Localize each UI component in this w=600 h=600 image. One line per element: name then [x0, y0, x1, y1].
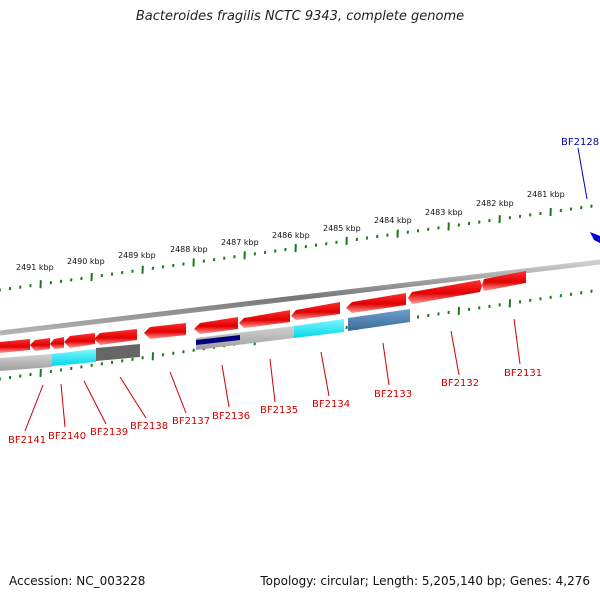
- steelblue-feature[interactable]: [348, 309, 410, 331]
- gene-arrow[interactable]: [30, 338, 50, 351]
- kbp-label: 2484 kbp: [374, 216, 412, 225]
- gene-arrow[interactable]: [291, 302, 340, 320]
- genome-backbone: [0, 259, 600, 336]
- gene-arrow[interactable]: [50, 337, 64, 349]
- gene-arrow[interactable]: [239, 310, 290, 328]
- gene-label-bf2140: BF2140: [48, 431, 86, 442]
- gene-label-bf2133: BF2133: [374, 389, 412, 400]
- navy-feature[interactable]: [196, 335, 240, 345]
- gene-label-bf2128: BF2128: [561, 137, 599, 148]
- genome-summary-text: Topology: circular; Length: 5,205,140 bp…: [260, 574, 590, 588]
- cyan-feature[interactable]: [294, 319, 344, 338]
- gene-arrow[interactable]: [0, 339, 30, 353]
- gene-arrow[interactable]: [346, 293, 406, 313]
- grey-feature[interactable]: [196, 326, 294, 350]
- dark-grey-feature[interactable]: [96, 344, 140, 361]
- gene-arrow[interactable]: [94, 329, 137, 345]
- kbp-label: 2487 kbp: [221, 238, 259, 247]
- gene-label-bf2137: BF2137: [172, 416, 210, 427]
- grey-feature[interactable]: [0, 354, 52, 371]
- kbp-label: 2490 kbp: [67, 257, 105, 266]
- gene-arrow[interactable]: [64, 333, 95, 348]
- gene-label-bf2139: BF2139: [90, 427, 128, 438]
- gene-label-bf2138: BF2138: [130, 421, 168, 432]
- forward-gene-track: [0, 271, 526, 353]
- gene-label-group: BF2131 BF2132 BF2133 BF2134 BF2135 BF213…: [8, 318, 542, 446]
- gene-label-bf2131: BF2131: [504, 368, 542, 379]
- gene-arrow[interactable]: [482, 271, 526, 291]
- kbp-label: 2485 kbp: [323, 224, 361, 233]
- feature-track: [0, 309, 410, 371]
- kbp-label: 2482 kbp: [476, 199, 514, 208]
- gene-label-bf2135: BF2135: [260, 405, 298, 416]
- kbp-label: 2486 kbp: [272, 231, 310, 240]
- gene-arrow[interactable]: [144, 323, 186, 339]
- gene-label-bf2132: BF2132: [441, 378, 479, 389]
- kbp-label: 2491 kbp: [16, 263, 54, 272]
- kbp-label: 2483 kbp: [425, 208, 463, 217]
- kbp-label: 2488 kbp: [170, 245, 208, 254]
- bf2128-marker[interactable]: [590, 232, 600, 243]
- cyan-feature[interactable]: [52, 349, 96, 366]
- gene-arrow[interactable]: [408, 280, 482, 304]
- accession-text: Accession: NC_003228: [9, 574, 146, 588]
- kbp-label: 2489 kbp: [118, 251, 156, 260]
- gene-arrow[interactable]: [194, 317, 238, 334]
- kbp-scale-ring: [0, 204, 593, 292]
- gene-label-bf2136: BF2136: [212, 411, 250, 422]
- gene-label-bf2141: BF2141: [8, 435, 46, 446]
- kbp-label: 2481 kbp: [527, 190, 565, 199]
- label-leader: [577, 147, 588, 200]
- map-title: Bacteroides fragilis NCTC 9343, complete…: [135, 9, 465, 24]
- kbp-label-group: 2481 kbp 2482 kbp 2483 kbp 2484 kbp 2485…: [16, 190, 565, 272]
- gene-label-bf2134: BF2134: [312, 399, 350, 410]
